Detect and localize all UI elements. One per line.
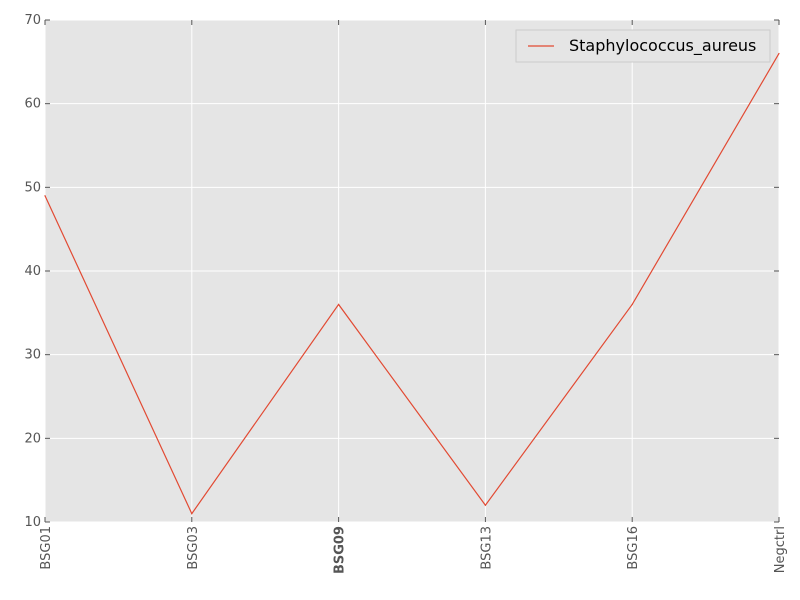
y-tick-label: 30 bbox=[24, 348, 41, 363]
series-layer bbox=[44, 52, 780, 515]
legend: Staphylococcus_aureus bbox=[515, 29, 771, 63]
x-tick-label: BSG09 bbox=[333, 526, 348, 574]
series-line bbox=[44, 53, 780, 515]
axis-ticks bbox=[44, 19, 780, 523]
x-tick-label: BSG01 bbox=[39, 526, 54, 570]
x-tick-label: BSG13 bbox=[479, 526, 494, 570]
x-tick-label: Negctrl bbox=[773, 526, 788, 573]
data-point bbox=[44, 195, 46, 197]
y-tick-label: 60 bbox=[24, 97, 41, 112]
x-axis-tick-labels: BSG01 BSG03 BSG09 BSG13 BSG16 Negctrl bbox=[39, 526, 788, 574]
y-tick-label: 70 bbox=[24, 13, 41, 28]
data-point bbox=[631, 303, 633, 306]
data-point bbox=[191, 513, 193, 515]
x-tick-label: BSG16 bbox=[626, 526, 641, 570]
y-tick-label: 40 bbox=[24, 264, 41, 279]
data-point bbox=[338, 303, 340, 306]
y-axis-tick-labels: 10 20 30 40 50 60 70 bbox=[24, 13, 41, 530]
data-point bbox=[778, 52, 780, 55]
y-tick-label: 10 bbox=[24, 515, 41, 530]
legend-label: Staphylococcus_aureus bbox=[569, 36, 756, 56]
y-tick-label: 20 bbox=[24, 431, 41, 446]
data-point bbox=[484, 504, 486, 506]
y-tick-label: 50 bbox=[24, 180, 41, 195]
legend-box bbox=[515, 29, 771, 63]
x-tick-label: BSG03 bbox=[186, 526, 201, 570]
